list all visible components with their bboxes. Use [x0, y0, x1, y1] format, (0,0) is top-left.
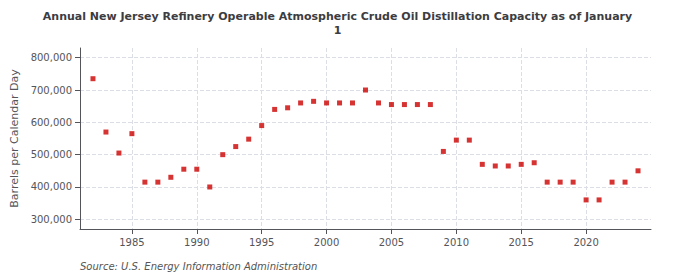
svg-text:700,000: 700,000 — [31, 85, 72, 96]
svg-text:2005: 2005 — [379, 237, 404, 248]
svg-text:1995: 1995 — [249, 237, 274, 248]
svg-text:2020: 2020 — [573, 237, 598, 248]
svg-text:800,000: 800,000 — [31, 52, 72, 63]
svg-text:2010: 2010 — [444, 237, 469, 248]
svg-text:300,000: 300,000 — [31, 214, 72, 225]
svg-text:Source: U.S. Energy Informatio: Source: U.S. Energy Information Administ… — [80, 261, 317, 272]
svg-text:1985: 1985 — [119, 237, 144, 248]
svg-text:2000: 2000 — [314, 237, 339, 248]
svg-text:1: 1 — [334, 24, 342, 37]
svg-text:500,000: 500,000 — [31, 149, 72, 160]
svg-text:Barrels per Calendar Day: Barrels per Calendar Day — [8, 69, 21, 208]
svg-text:600,000: 600,000 — [31, 117, 72, 128]
svg-text:Annual New Jersey Refinery Ope: Annual New Jersey Refinery Operable Atmo… — [43, 10, 632, 23]
svg-text:2015: 2015 — [509, 237, 534, 248]
svg-text:400,000: 400,000 — [31, 181, 72, 192]
svg-text:1990: 1990 — [184, 237, 209, 248]
